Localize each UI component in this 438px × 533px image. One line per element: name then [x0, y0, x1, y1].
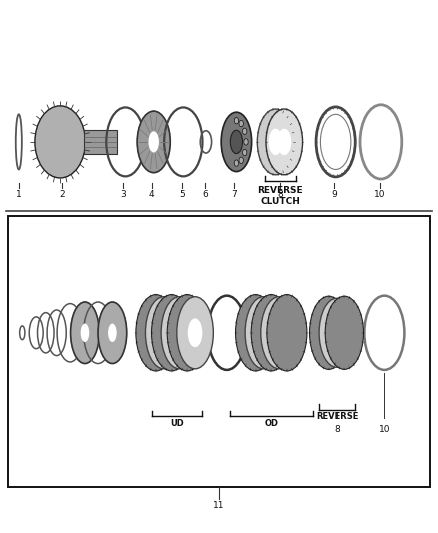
- Ellipse shape: [329, 319, 343, 346]
- FancyBboxPatch shape: [8, 216, 430, 487]
- Ellipse shape: [177, 297, 213, 369]
- Ellipse shape: [156, 318, 171, 347]
- Ellipse shape: [167, 295, 207, 371]
- Ellipse shape: [221, 112, 252, 172]
- Ellipse shape: [161, 297, 198, 369]
- FancyBboxPatch shape: [84, 130, 117, 154]
- Ellipse shape: [266, 109, 303, 175]
- Text: 10: 10: [378, 424, 390, 433]
- Ellipse shape: [239, 157, 244, 164]
- Ellipse shape: [234, 117, 239, 124]
- Ellipse shape: [325, 296, 364, 369]
- Text: UD: UD: [170, 419, 184, 427]
- Ellipse shape: [277, 128, 291, 155]
- Text: 9: 9: [332, 190, 337, 199]
- Ellipse shape: [239, 120, 244, 127]
- Ellipse shape: [35, 106, 85, 178]
- Ellipse shape: [71, 302, 99, 364]
- Ellipse shape: [272, 318, 286, 347]
- Ellipse shape: [251, 295, 291, 371]
- Ellipse shape: [261, 297, 297, 369]
- Ellipse shape: [244, 139, 248, 145]
- Ellipse shape: [145, 297, 182, 369]
- Ellipse shape: [310, 296, 348, 369]
- Ellipse shape: [234, 160, 239, 166]
- Text: REVERSE
CLUTCH: REVERSE CLUTCH: [258, 186, 303, 206]
- Text: 4: 4: [149, 190, 154, 199]
- Ellipse shape: [257, 109, 294, 175]
- Ellipse shape: [148, 131, 159, 152]
- Ellipse shape: [108, 324, 117, 342]
- Ellipse shape: [256, 318, 271, 347]
- Text: OD: OD: [264, 419, 278, 427]
- Ellipse shape: [267, 295, 307, 371]
- Ellipse shape: [81, 324, 89, 342]
- Ellipse shape: [245, 297, 282, 369]
- Text: REVERSE: REVERSE: [316, 412, 358, 421]
- Ellipse shape: [236, 295, 276, 371]
- Text: 8: 8: [277, 190, 283, 199]
- Ellipse shape: [243, 149, 247, 156]
- Text: 8: 8: [334, 424, 340, 433]
- Text: 10: 10: [374, 190, 386, 199]
- Text: 6: 6: [202, 190, 208, 199]
- Ellipse shape: [319, 298, 354, 367]
- Text: 1: 1: [16, 190, 21, 199]
- Text: 11: 11: [213, 501, 225, 510]
- Text: 5: 5: [179, 190, 185, 199]
- Ellipse shape: [230, 130, 243, 154]
- Ellipse shape: [98, 302, 127, 364]
- Text: 7: 7: [231, 190, 237, 199]
- Text: 3: 3: [120, 190, 126, 199]
- Ellipse shape: [172, 318, 187, 347]
- Ellipse shape: [152, 295, 191, 371]
- Ellipse shape: [137, 111, 170, 173]
- Ellipse shape: [136, 295, 176, 371]
- Ellipse shape: [243, 128, 247, 134]
- Text: 2: 2: [60, 190, 65, 199]
- Ellipse shape: [268, 128, 283, 155]
- Ellipse shape: [188, 318, 202, 347]
